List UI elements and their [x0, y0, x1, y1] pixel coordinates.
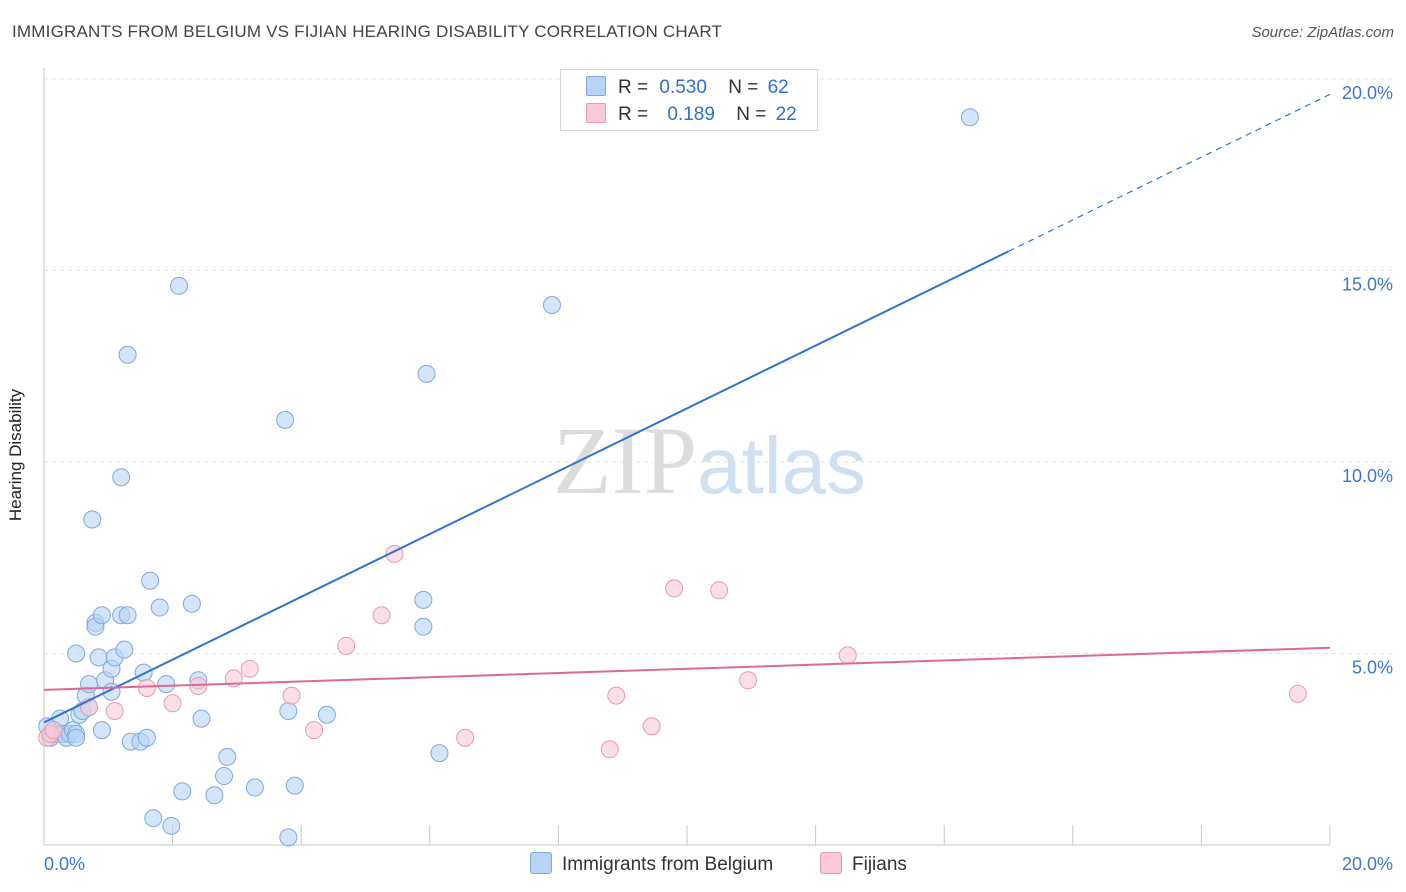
belgium-point	[137, 728, 156, 747]
belgium-point	[157, 675, 176, 694]
belgium-point	[83, 510, 102, 529]
fijian-point	[456, 728, 475, 747]
belgium-point	[67, 728, 86, 747]
belgium-point	[182, 594, 201, 613]
y-tick-label: 10.0%	[1342, 466, 1393, 486]
fijian-n-label: N =	[736, 104, 767, 125]
belgium-point	[414, 590, 433, 609]
fijian-point	[105, 701, 124, 720]
belgium-point	[245, 778, 264, 797]
belgium-r-label: R =	[618, 77, 649, 98]
belgium-n-label: N =	[728, 77, 759, 98]
belgium-point	[80, 675, 99, 694]
series-belgium-points	[38, 108, 979, 847]
belgium-trend-extension	[1008, 93, 1331, 252]
belgium-swatch	[586, 76, 606, 96]
fijian-point	[838, 646, 857, 665]
belgium-point	[118, 606, 137, 625]
y-tick-label: 15.0%	[1342, 275, 1393, 295]
belgium-point	[192, 709, 211, 728]
fijian-point	[240, 659, 259, 678]
belgium-point	[67, 644, 86, 663]
legend-belgium-swatch	[530, 852, 552, 874]
belgium-point	[162, 816, 181, 835]
fijian-point	[163, 694, 182, 713]
belgium-n-value: 62	[767, 77, 789, 98]
belgium-point	[170, 276, 189, 295]
fijian-swatch	[586, 103, 606, 123]
fijian-point	[642, 717, 661, 736]
y-tick-label: 20.0%	[1342, 83, 1393, 103]
belgium-point	[542, 295, 561, 314]
belgium-r-value: 0.530	[659, 77, 707, 98]
belgium-point	[92, 721, 111, 740]
belgium-point	[215, 767, 234, 786]
fijian-point	[305, 721, 324, 740]
fijian-point	[1288, 684, 1307, 703]
belgium-point	[173, 782, 192, 801]
legend-fijian-label: Fijians	[852, 854, 907, 875]
fijian-point	[282, 686, 301, 705]
fijian-r-value: 0.189	[667, 104, 715, 125]
belgium-point	[430, 744, 449, 763]
belgium-point	[279, 828, 298, 847]
x-tick-label-min: 0.0%	[44, 854, 85, 874]
watermark: ZIPatlas	[553, 405, 866, 516]
tick-labels: 5.0% 10.0% 15.0% 20.0% 0.0% 20.0%	[44, 83, 1393, 874]
belgium-point	[279, 701, 298, 720]
y-tick-label: 5.0%	[1352, 658, 1393, 678]
legend-item-fijian: Fijians	[820, 852, 907, 876]
fijian-r-label: R =	[618, 104, 649, 125]
belgium-point	[141, 571, 160, 590]
legend-belgium-label: Immigrants from Belgium	[562, 854, 774, 875]
chart-title: IMMIGRANTS FROM BELGIUM VS FIJIAN HEARIN…	[12, 22, 723, 41]
legend-row-belgium: R = 0.530 N = 62	[586, 76, 789, 98]
trend-lines	[43, 93, 1331, 724]
belgium-point	[960, 108, 979, 127]
fijian-point	[710, 581, 729, 600]
belgium-point	[317, 705, 336, 724]
watermark-zip: ZIP	[553, 407, 697, 514]
fijian-point	[189, 677, 208, 696]
x-tick-label-max: 20.0%	[1342, 854, 1393, 874]
fijian-trend-line	[43, 646, 1331, 691]
axes	[43, 68, 1331, 846]
fijian-point	[137, 678, 156, 697]
belgium-point	[150, 598, 169, 617]
series-fijian-points	[38, 544, 1307, 759]
fijian-point	[739, 671, 758, 690]
legend-item-belgium: Immigrants from Belgium	[530, 852, 773, 876]
belgium-point	[115, 640, 134, 659]
gridlines	[44, 78, 1394, 654]
watermark-atlas: atlas	[697, 421, 866, 510]
fijian-point	[372, 606, 391, 625]
belgium-trend-line	[43, 250, 1009, 724]
fijian-n-value: 22	[775, 104, 797, 125]
fijian-point	[337, 636, 356, 655]
legend-fijian-swatch	[820, 852, 842, 874]
belgium-point	[276, 410, 295, 429]
belgium-point	[118, 345, 137, 364]
fijian-point	[665, 579, 684, 598]
fijian-point	[600, 740, 619, 759]
fijian-point	[44, 721, 63, 740]
belgium-point	[285, 776, 304, 795]
belgium-point	[414, 617, 433, 636]
belgium-point	[205, 786, 224, 805]
fijian-point	[607, 686, 626, 705]
legend-row-fijian: R = 0.189 N = 22	[586, 103, 797, 125]
source-label: Source: ZipAtlas.com	[1251, 24, 1394, 41]
belgium-point	[112, 468, 131, 487]
correlation-legend: R = 0.530 N = 62 R = 0.189 N = 22	[560, 69, 818, 131]
belgium-point	[144, 809, 163, 828]
belgium-point	[417, 364, 436, 383]
belgium-point	[218, 747, 237, 766]
belgium-point	[92, 606, 111, 625]
